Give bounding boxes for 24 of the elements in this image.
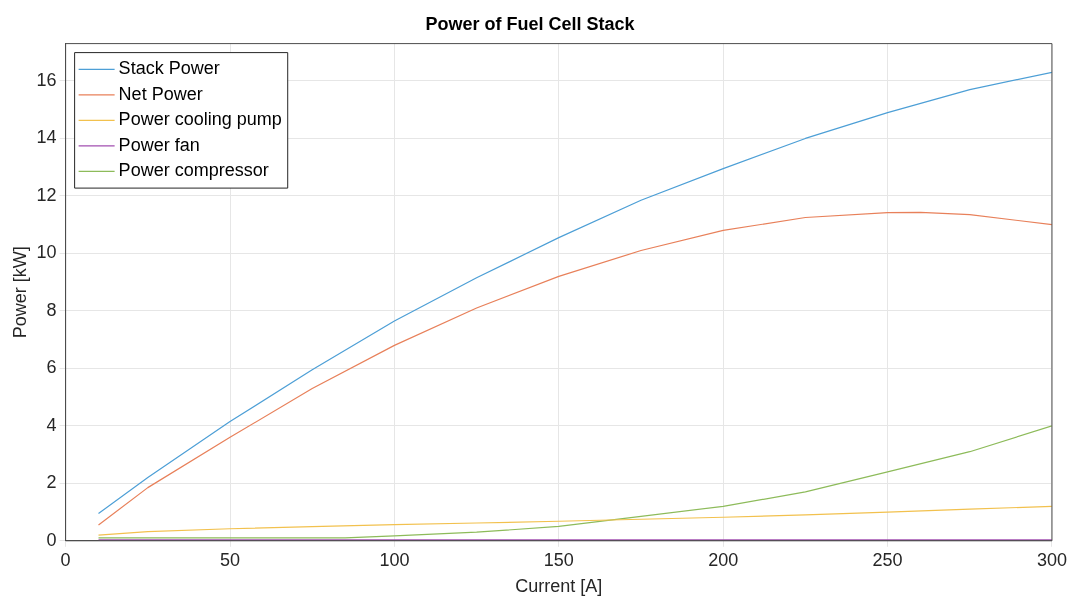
y-tick-label: 2 bbox=[46, 472, 57, 493]
legend-label: Stack Power bbox=[118, 58, 220, 79]
y-tick-label: 16 bbox=[36, 69, 57, 90]
legend-label: Net Power bbox=[118, 83, 203, 104]
y-tick-label: 4 bbox=[46, 414, 57, 435]
y-tick-label: 6 bbox=[46, 357, 57, 378]
legend-label: Power fan bbox=[118, 134, 200, 155]
y-tick-label: 8 bbox=[46, 299, 57, 320]
y-tick-label: 12 bbox=[36, 184, 57, 205]
x-tick-label: 50 bbox=[220, 549, 241, 570]
legend-label: Power cooling pump bbox=[118, 109, 282, 130]
x-tick-label: 200 bbox=[708, 549, 739, 570]
y-tick-label: 10 bbox=[36, 242, 57, 263]
y-axis-title: Power [kW] bbox=[9, 246, 30, 339]
y-tick-label: 14 bbox=[36, 127, 57, 148]
x-tick-label: 300 bbox=[1036, 549, 1068, 570]
chart-title: Power of Fuel Cell Stack bbox=[425, 13, 636, 34]
y-tick-label: 0 bbox=[46, 529, 57, 550]
x-tick-label: 150 bbox=[543, 549, 574, 570]
x-tick-label: 100 bbox=[379, 549, 410, 570]
x-tick-label: 250 bbox=[872, 549, 903, 570]
x-axis-title: Current [A] bbox=[515, 576, 603, 597]
legend-label: Power compressor bbox=[118, 160, 269, 181]
x-tick-label: 0 bbox=[60, 549, 71, 570]
